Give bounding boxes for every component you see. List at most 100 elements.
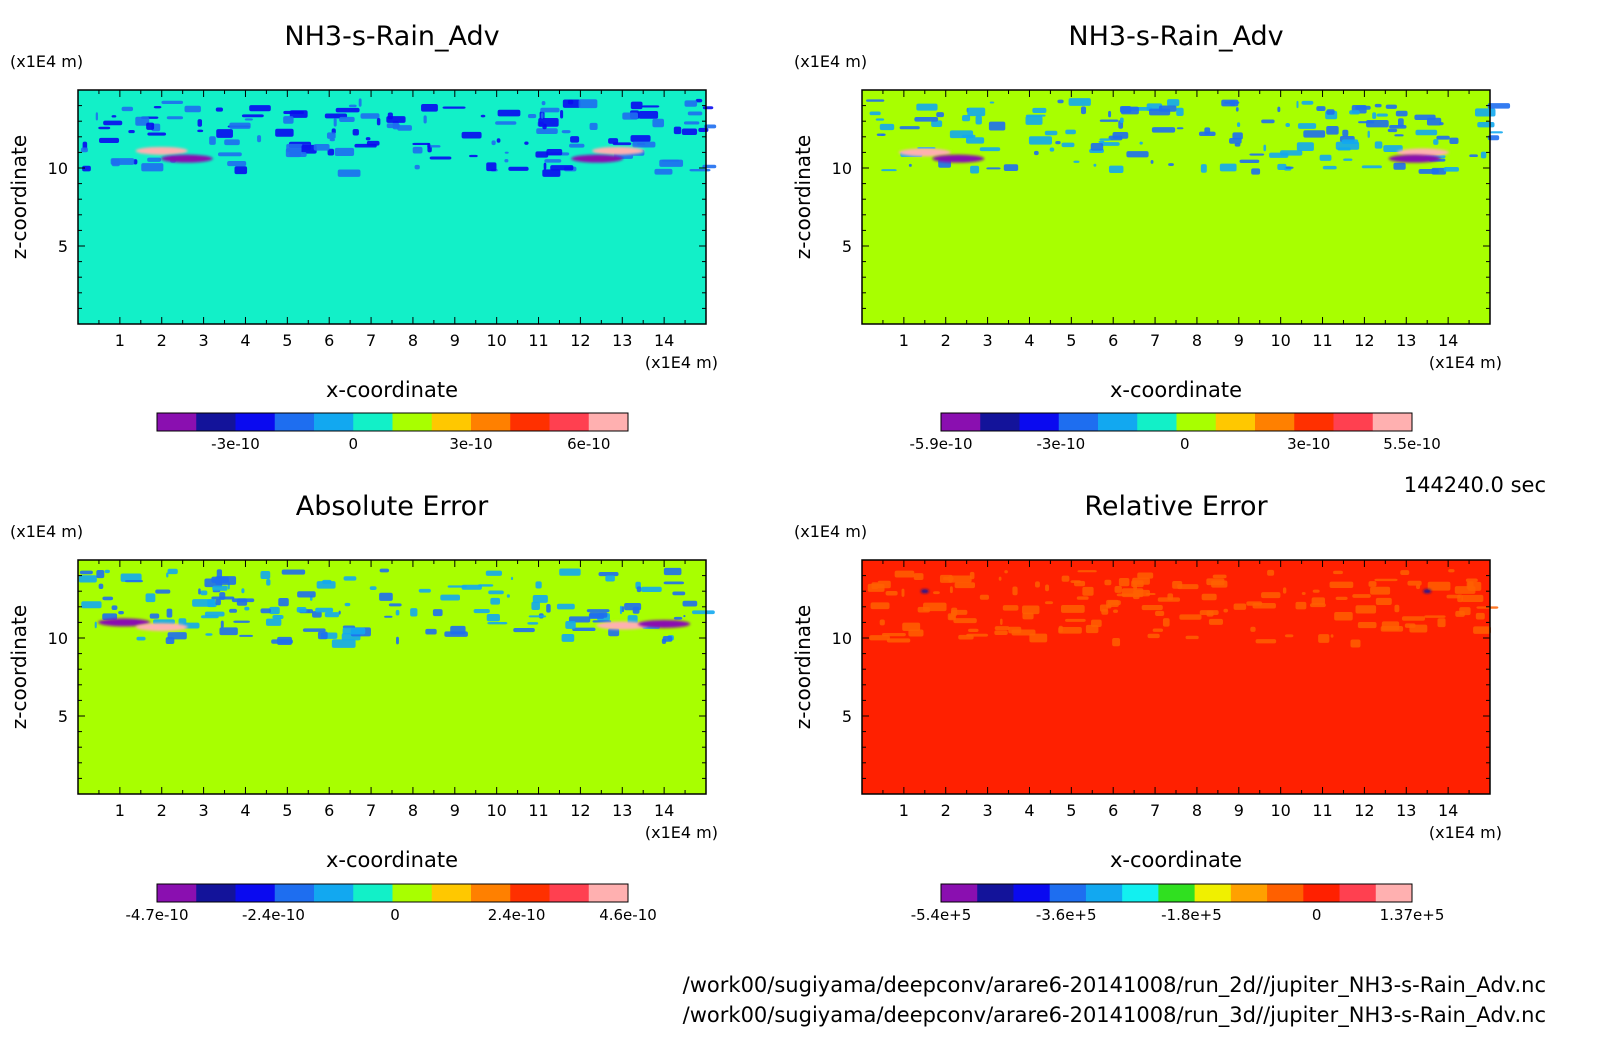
- colorbar-swatch: [1122, 884, 1159, 902]
- feature-blob-2: [135, 623, 188, 632]
- x-tick-label: 9: [1234, 801, 1244, 820]
- colorbar-swatch: [1085, 884, 1123, 902]
- x-tick-label: 8: [408, 331, 418, 350]
- x-tick-label: 12: [1354, 331, 1374, 350]
- chart-panel-4: Relative Error(x1E4 m)1 2 3 4 5 6 7 8 9 10 11 12 13 1…: [791, 491, 1502, 924]
- x-tick-label: 3: [199, 331, 209, 350]
- y-tick-label: 5: [58, 707, 68, 726]
- x-tick-label: 14: [654, 801, 674, 820]
- y-axis-label: z-coordinate: [791, 135, 815, 259]
- x-tick-label: 7: [1150, 801, 1160, 820]
- colorbar-swatch: [353, 884, 393, 902]
- x-unit-label: (x1E4 m): [645, 823, 718, 842]
- y-tick-label: 10: [832, 159, 852, 178]
- x-tick-label: 4: [1024, 331, 1034, 350]
- x-tick-label: 14: [1438, 331, 1458, 350]
- y-axis-label: z-coordinate: [791, 605, 815, 729]
- x-tick-label: 4: [240, 331, 250, 350]
- x-tick-label: 6: [324, 331, 334, 350]
- x-axis-label: x-coordinate: [326, 848, 458, 872]
- x-tick-label: 1: [115, 801, 125, 820]
- x-tick-label: 9: [1234, 331, 1244, 350]
- colorbar-swatch: [977, 884, 1014, 902]
- colorbar-tick-label: 5.5e-10: [1383, 435, 1441, 453]
- x-tick-label: 2: [157, 331, 167, 350]
- colorbar-tick-label: 0: [348, 435, 358, 453]
- colorbar-swatch: [1176, 413, 1217, 431]
- feature-blob-3: [596, 621, 649, 630]
- heatmap-field: [78, 90, 706, 324]
- colorbar-swatch: [1137, 413, 1177, 431]
- colorbar-swatch: [1230, 884, 1268, 902]
- colorbar-tick-label: 1.37e+5: [1380, 906, 1445, 924]
- colorbar-swatch: [157, 884, 197, 902]
- colorbar-swatch: [431, 884, 472, 902]
- chart-title: Relative Error: [1084, 491, 1268, 522]
- colorbar-tick-label: -3.6e+5: [1036, 906, 1097, 924]
- chart-title: NH3-s-Rain_Adv: [284, 21, 499, 52]
- colorbar-swatch: [392, 413, 433, 431]
- colorbar-tick-label: 3e-10: [449, 435, 492, 453]
- colorbar-swatch: [392, 884, 433, 902]
- colorbar-tick-label: -5.9e-10: [910, 435, 973, 453]
- colorbar-swatch: [235, 413, 276, 431]
- x-axis: 1 2 3 4 5 6 7 8 9 10 11 12 13 14: [882, 90, 1470, 350]
- colorbar-swatch: [157, 413, 197, 431]
- x-tick-label: 5: [1066, 331, 1076, 350]
- x-tick-label: 5: [282, 801, 292, 820]
- file-path-3d: /work00/sugiyama/deepconv/arare6-2014100…: [683, 1003, 1546, 1028]
- x-tick-label: 12: [570, 801, 590, 820]
- feature-blob-1: [135, 146, 188, 155]
- colorbar-swatch: [1215, 413, 1256, 431]
- x-tick-label: 5: [282, 331, 292, 350]
- layer-texture: [866, 98, 1511, 175]
- colorbar-tick-label: 3e-10: [1287, 435, 1330, 453]
- heatmap-field: [862, 90, 1490, 324]
- y-unit-label: (x1E4 m): [10, 522, 83, 541]
- colorbar-swatch: [1303, 884, 1341, 902]
- colorbar-tick-label: -1.8e+5: [1161, 906, 1222, 924]
- colorbar-swatch: [549, 884, 590, 902]
- colorbar-tick-label: 2.4e-10: [488, 906, 546, 924]
- colorbar-tick-label: -3e-10: [1036, 435, 1085, 453]
- colorbar-swatch: [1255, 413, 1295, 431]
- x-tick-label: 4: [240, 801, 250, 820]
- y-tick-label: 10: [48, 629, 68, 648]
- x-unit-label: (x1E4 m): [1429, 353, 1502, 372]
- x-tick-label: 6: [1108, 331, 1118, 350]
- x-tick-label: 11: [1312, 331, 1332, 350]
- x-tick-label: 10: [1270, 801, 1290, 820]
- x-tick-label: 13: [612, 801, 632, 820]
- colorbar-swatch: [1194, 884, 1232, 902]
- x-tick-label: 10: [486, 331, 506, 350]
- x-tick-label: 8: [1192, 331, 1202, 350]
- y-axis: 5 10: [48, 105, 706, 309]
- colorbar-tick-label: -5.4e+5: [911, 906, 972, 924]
- feature-blob-2: [160, 154, 213, 163]
- x-tick-label: 2: [157, 801, 167, 820]
- file-path-2d: /work00/sugiyama/deepconv/arare6-2014100…: [683, 973, 1546, 998]
- x-tick-label: 11: [528, 801, 548, 820]
- x-tick-label: 8: [408, 801, 418, 820]
- y-tick-label: 5: [842, 707, 852, 726]
- y-axis: 5 10: [832, 105, 1490, 309]
- x-tick-label: 8: [1192, 801, 1202, 820]
- x-tick-label: 3: [983, 331, 993, 350]
- feature-blob-4: [1388, 154, 1441, 163]
- chart-panel-2: NH3-s-Rain_Adv(x1E4 m)1 2 3 4 5 6 7 8 9 10 11 12 13 1…: [791, 21, 1511, 453]
- x-tick-label: 1: [899, 331, 909, 350]
- x-tick-label: 13: [1396, 331, 1416, 350]
- y-unit-label: (x1E4 m): [10, 52, 83, 71]
- colorbar-swatch: [1013, 884, 1051, 902]
- chart-panel-3: Absolute Error(x1E4 m)1 2 3 4 5 6 7 8 9 10 11 12 13 1…: [7, 491, 718, 924]
- colorbar-tick-label: -4.7e-10: [126, 906, 189, 924]
- colorbar-tick-label: -3e-10: [211, 435, 260, 453]
- colorbar-swatch: [471, 884, 511, 902]
- x-tick-label: 1: [115, 331, 125, 350]
- y-tick-label: 10: [48, 159, 68, 178]
- colorbar-swatch: [431, 413, 472, 431]
- x-tick-label: 4: [1024, 801, 1034, 820]
- x-tick-label: 9: [450, 331, 460, 350]
- x-tick-label: 11: [528, 331, 548, 350]
